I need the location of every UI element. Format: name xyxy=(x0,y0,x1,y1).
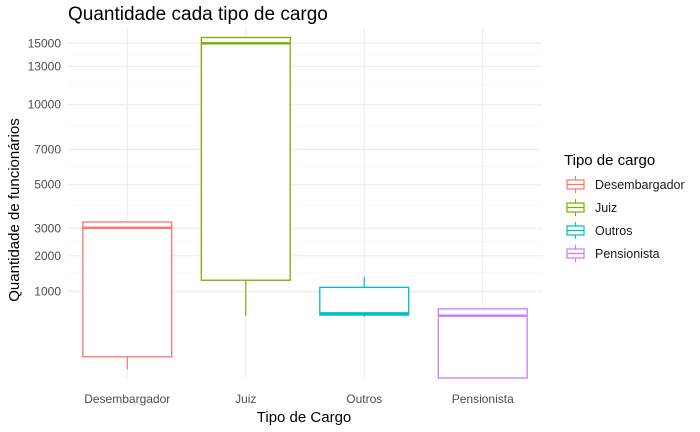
chart-title: Quantidade cada tipo de cargo xyxy=(68,4,328,25)
x-tick-label: Pensionista xyxy=(452,392,514,406)
y-tick-label: 5000 xyxy=(34,178,61,192)
x-tick-label: Desembargador xyxy=(84,392,170,406)
box-juiz xyxy=(200,36,291,316)
legend-item-juiz: Juiz xyxy=(566,199,617,216)
box-body xyxy=(82,221,173,358)
legend-item-outros: Outros xyxy=(566,222,633,239)
box-body xyxy=(319,286,410,316)
y-tick-label: 7000 xyxy=(34,142,61,156)
box-desembargador xyxy=(82,221,173,370)
legend-label: Pensionista xyxy=(595,247,660,261)
y-tick-label: 2000 xyxy=(34,249,61,263)
y-tick-label: 10000 xyxy=(28,98,62,112)
legend: Desembargador Juiz Outros Pensionista xyxy=(566,176,685,262)
x-tick-label: Outros xyxy=(346,392,382,406)
legend-label: Outros xyxy=(595,224,633,238)
box-series xyxy=(82,36,528,379)
legend-label: Juiz xyxy=(595,201,617,215)
y-tick-label: 15000 xyxy=(28,36,62,50)
x-axis-ticks: Desembargador Juiz Outros Pensionista xyxy=(84,392,514,406)
box-body xyxy=(200,36,291,281)
x-tick-label: Juiz xyxy=(235,392,256,406)
y-tick-label: 3000 xyxy=(34,221,61,235)
box-pensionista xyxy=(437,308,528,379)
y-tick-label: 1000 xyxy=(34,285,61,299)
box-body xyxy=(437,308,528,379)
legend-label: Desembargador xyxy=(595,178,685,192)
legend-item-pensionista: Pensionista xyxy=(566,245,660,262)
legend-title: Tipo de cargo xyxy=(564,152,655,169)
x-axis-title: Tipo de Cargo xyxy=(257,409,352,426)
y-axis-title: Quantidade de funcionários xyxy=(6,118,23,301)
legend-item-desembargador: Desembargador xyxy=(566,176,685,193)
y-axis-ticks: 1000 2000 3000 5000 7000 10000 13000 15000 xyxy=(28,36,62,298)
box-outros xyxy=(319,276,410,317)
y-tick-label: 13000 xyxy=(28,59,62,73)
